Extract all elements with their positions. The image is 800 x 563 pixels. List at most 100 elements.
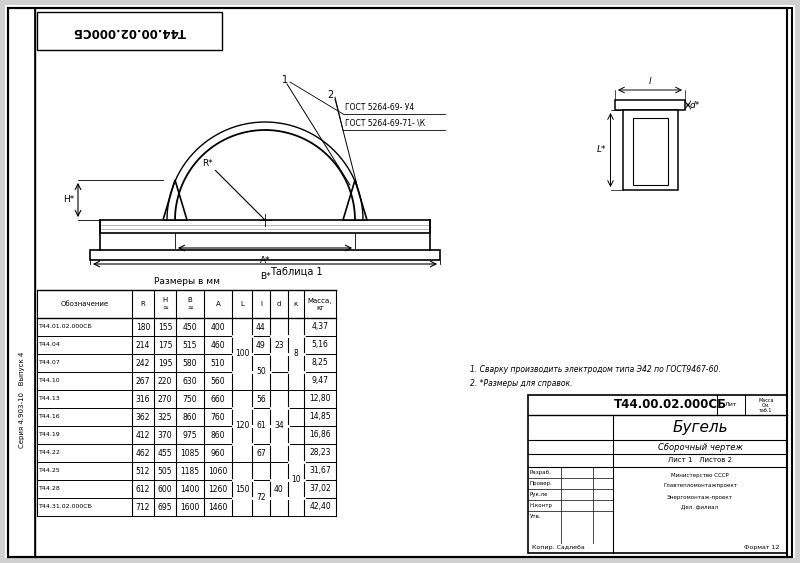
- Text: 10: 10: [291, 476, 301, 485]
- Text: 1085: 1085: [180, 449, 200, 458]
- Text: 325: 325: [158, 413, 172, 422]
- Text: 23: 23: [274, 341, 284, 350]
- Text: 600: 600: [158, 485, 172, 494]
- Text: 220: 220: [158, 377, 172, 386]
- Text: 267: 267: [136, 377, 150, 386]
- Text: 5,16: 5,16: [311, 341, 329, 350]
- Text: 505: 505: [158, 467, 172, 476]
- Text: 316: 316: [136, 395, 150, 404]
- Text: 67: 67: [256, 449, 266, 458]
- Text: 8: 8: [294, 350, 298, 359]
- Text: Н.контр: Н.контр: [530, 503, 553, 508]
- Text: 460: 460: [210, 341, 226, 350]
- Text: Т44.04: Т44.04: [39, 342, 61, 347]
- Text: 40: 40: [274, 485, 284, 494]
- Text: Т44.00.02.000СБ: Т44.00.02.000СБ: [73, 25, 186, 38]
- Text: 34: 34: [274, 422, 284, 431]
- Text: 16,86: 16,86: [309, 431, 331, 440]
- Text: L: L: [240, 301, 244, 307]
- Text: 2. *Размеры для справок.: 2. *Размеры для справок.: [470, 379, 573, 388]
- Text: 37,02: 37,02: [309, 485, 331, 494]
- Text: Формат 12: Формат 12: [744, 546, 780, 551]
- Text: R*: R*: [202, 159, 213, 168]
- Text: 1. Сварку производить электродом типа Э42 по ГОСТ9467-60.: 1. Сварку производить электродом типа Э4…: [470, 365, 721, 374]
- Text: 370: 370: [158, 431, 172, 440]
- Text: 49: 49: [256, 341, 266, 350]
- Text: Т44.07: Т44.07: [39, 360, 61, 365]
- Text: 195: 195: [158, 359, 172, 368]
- Bar: [615, 100, 685, 110]
- Text: 120: 120: [235, 422, 249, 431]
- Bar: [90, 250, 440, 260]
- Polygon shape: [163, 180, 187, 220]
- Text: B
≈: B ≈: [187, 297, 193, 311]
- Text: 1260: 1260: [208, 485, 228, 494]
- Text: 660: 660: [210, 395, 226, 404]
- Text: Серия 4.903-10   Выпуск 4: Серия 4.903-10 Выпуск 4: [19, 352, 25, 448]
- Text: Т44.00.02.000СБ: Т44.00.02.000СБ: [614, 399, 726, 412]
- Text: Т44.31.02.000СБ: Т44.31.02.000СБ: [39, 504, 93, 510]
- Text: Рук.ле: Рук.ле: [530, 492, 549, 497]
- Text: 180: 180: [136, 323, 150, 332]
- Text: 860: 860: [182, 413, 198, 422]
- Text: Обозначение: Обозначение: [61, 301, 109, 307]
- Text: 61: 61: [256, 422, 266, 431]
- Text: 2: 2: [327, 90, 333, 100]
- Text: Копир. Садлеба: Копир. Садлеба: [532, 546, 584, 551]
- Text: 44: 44: [256, 323, 266, 332]
- Text: 12,80: 12,80: [310, 395, 330, 404]
- Text: 4,37: 4,37: [311, 323, 329, 332]
- Text: ГОСТ 5264-69- У4: ГОСТ 5264-69- У4: [345, 103, 414, 112]
- Text: Дел. филиал: Дел. филиал: [682, 506, 718, 511]
- Text: к: к: [294, 301, 298, 307]
- Text: 8,25: 8,25: [312, 359, 328, 368]
- Text: 1400: 1400: [180, 485, 200, 494]
- Text: A: A: [216, 301, 220, 307]
- Text: 1460: 1460: [208, 503, 228, 512]
- Text: Министерство СССР: Министерство СССР: [671, 472, 729, 477]
- Text: 630: 630: [182, 377, 198, 386]
- Text: d*: d*: [690, 101, 700, 109]
- Text: 860: 860: [210, 431, 226, 440]
- Text: 28,23: 28,23: [310, 449, 330, 458]
- Text: L*: L*: [597, 145, 606, 154]
- Text: Н*: Н*: [62, 195, 74, 204]
- Text: 400: 400: [210, 323, 226, 332]
- Text: Энергомонтаж-проект: Энергомонтаж-проект: [667, 494, 733, 499]
- Text: Разраб.: Разраб.: [530, 470, 552, 475]
- Text: 580: 580: [182, 359, 198, 368]
- Text: Бугель: Бугель: [672, 420, 728, 435]
- Text: 1185: 1185: [181, 467, 199, 476]
- Text: 750: 750: [182, 395, 198, 404]
- Bar: [100, 220, 430, 233]
- Text: Провер.: Провер.: [530, 481, 553, 486]
- Text: 150: 150: [234, 485, 250, 494]
- Text: 462: 462: [136, 449, 150, 458]
- Text: l: l: [649, 77, 651, 86]
- Text: 242: 242: [136, 359, 150, 368]
- Text: 100: 100: [234, 350, 250, 359]
- Text: ГОСТ 5264-69-71- \К: ГОСТ 5264-69-71- \К: [345, 119, 425, 128]
- Text: 50: 50: [256, 368, 266, 377]
- Text: 42,40: 42,40: [309, 503, 331, 512]
- Text: Т44.01.02.000СБ: Т44.01.02.000СБ: [39, 324, 93, 329]
- Text: Размеры в мм: Размеры в мм: [154, 278, 219, 287]
- Text: Лист 1   Листов 2: Лист 1 Листов 2: [668, 458, 732, 463]
- Text: 712: 712: [136, 503, 150, 512]
- Text: 512: 512: [136, 467, 150, 476]
- Text: В*: В*: [260, 272, 270, 281]
- Text: Т44.10: Т44.10: [39, 378, 61, 383]
- Text: Т44.19: Т44.19: [39, 432, 61, 437]
- Text: 1: 1: [282, 75, 288, 85]
- Text: 155: 155: [158, 323, 172, 332]
- Text: Сборочный чертеж: Сборочный чертеж: [658, 443, 742, 452]
- Text: Таблица 1: Таблица 1: [270, 267, 322, 277]
- Text: 9,47: 9,47: [311, 377, 329, 386]
- Text: 760: 760: [210, 413, 226, 422]
- Text: См.
таб.1: См. таб.1: [759, 403, 773, 413]
- Text: Т44.16: Т44.16: [39, 414, 61, 419]
- Text: 31,67: 31,67: [309, 467, 331, 476]
- Bar: [633, 118, 667, 185]
- Polygon shape: [343, 180, 367, 220]
- Bar: [528, 395, 787, 553]
